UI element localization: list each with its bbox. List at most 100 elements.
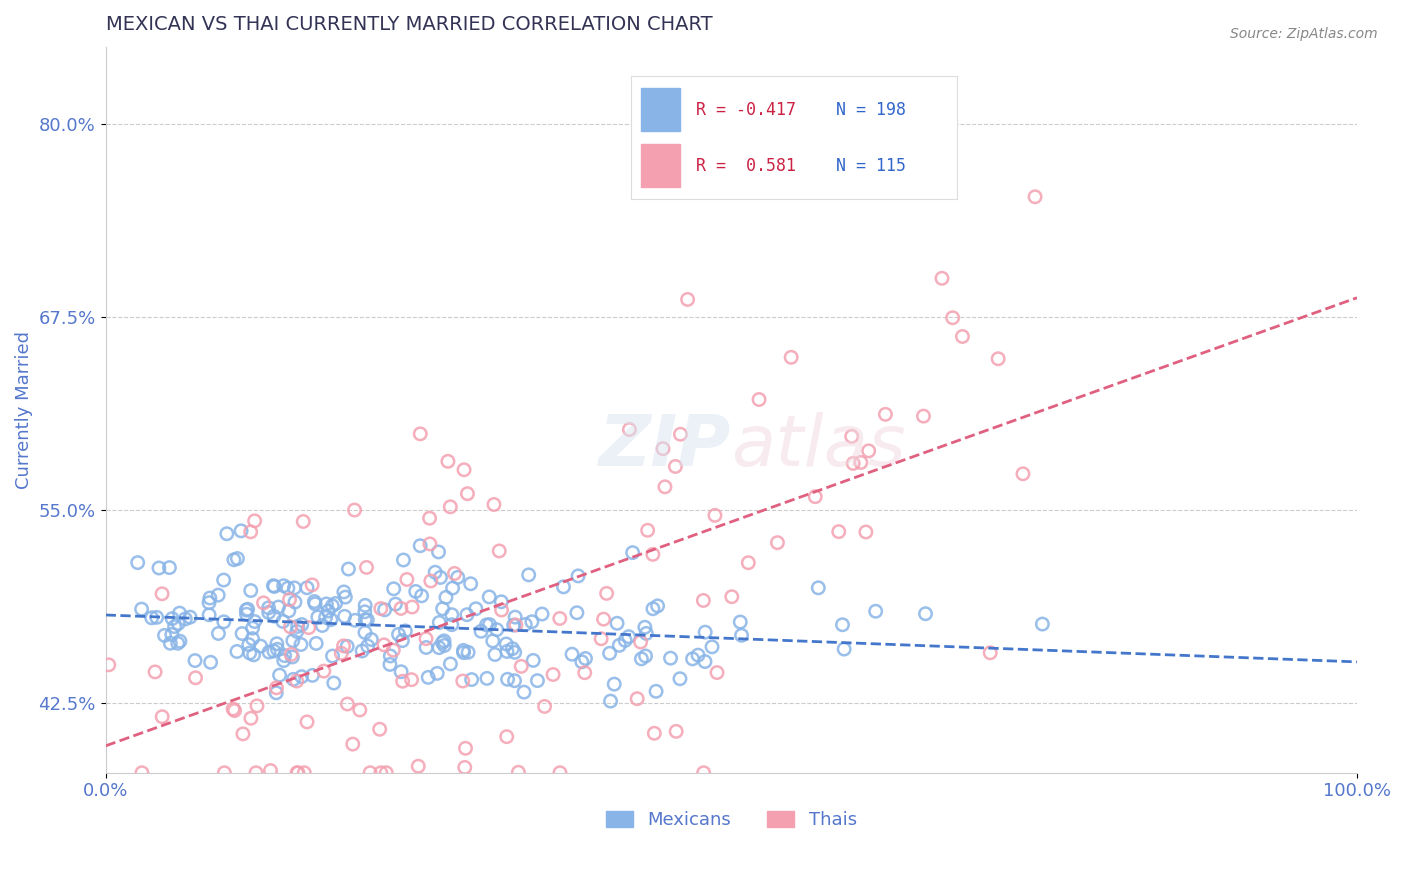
Point [475,618,498,632]
Point [979,646,1001,660]
Point [831,617,853,632]
Point [531,607,554,621]
Point [394,624,416,638]
Point [380,648,402,663]
Point [828,524,851,539]
Text: atlas: atlas [731,411,905,481]
Point [277,581,299,595]
Point [695,625,717,640]
Point [503,673,526,688]
Point [200,655,222,669]
Point [368,723,391,737]
Point [295,581,318,595]
Point [541,667,564,681]
Point [548,611,571,625]
Point [148,561,170,575]
Point [453,463,475,477]
Point [232,727,254,741]
Point [460,673,482,687]
Point [513,685,536,699]
Point [659,651,682,665]
Point [131,602,153,616]
Y-axis label: Currently Married: Currently Married [15,331,32,489]
Point [353,605,375,619]
Point [224,704,246,718]
Point [565,606,588,620]
Point [160,627,183,641]
Point [478,617,501,632]
Point [387,627,409,641]
Point [378,657,401,672]
Point [464,601,486,615]
Point [418,670,440,684]
Point [405,584,427,599]
Point [693,655,716,669]
Point [280,648,302,662]
Text: Source: ZipAtlas.com: Source: ZipAtlas.com [1230,27,1378,41]
Point [630,635,652,649]
Point [491,603,513,617]
Point [226,644,249,658]
Point [266,642,288,657]
Point [603,677,626,691]
Point [634,620,657,634]
Point [157,560,180,574]
Point [686,648,709,662]
Point [391,633,413,648]
Point [304,597,326,611]
Point [419,511,441,525]
Point [246,698,269,713]
Point [621,546,644,560]
Point [360,632,382,647]
Point [239,711,262,725]
Point [245,765,267,780]
Point [780,351,803,365]
Point [682,652,704,666]
Point [433,639,456,653]
Point [676,293,699,307]
Point [280,620,302,634]
Point [614,633,637,648]
Point [849,455,872,469]
Point [488,544,510,558]
Point [370,765,392,780]
Point [647,599,669,613]
Point [475,672,498,686]
Point [321,599,343,613]
Point [429,570,451,584]
Point [239,646,262,660]
Text: ZIP: ZIP [599,411,731,481]
Point [382,582,405,596]
Point [264,686,287,700]
Point [257,606,280,620]
Point [457,645,479,659]
Point [273,654,295,668]
Point [411,589,433,603]
Point [259,764,281,778]
Point [235,607,257,622]
Point [427,545,450,559]
Point [319,613,342,627]
Point [160,611,183,625]
Point [641,601,664,615]
Point [145,610,167,624]
Point [315,597,337,611]
Point [454,741,477,756]
Point [401,673,423,687]
Point [167,616,190,631]
Point [384,597,406,611]
Point [484,648,506,662]
Point [591,632,613,646]
Point [231,626,253,640]
Point [619,422,641,436]
Point [401,600,423,615]
Point [491,595,513,609]
Point [606,616,628,631]
Point [336,697,359,711]
Point [159,636,181,650]
Point [841,429,863,443]
Point [166,636,188,650]
Point [692,593,714,607]
Point [427,640,450,655]
Point [352,644,374,658]
